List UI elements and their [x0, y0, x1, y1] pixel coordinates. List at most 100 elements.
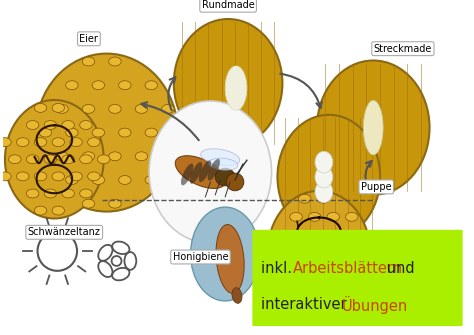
Ellipse shape: [66, 176, 78, 185]
Ellipse shape: [317, 303, 329, 312]
Text: Schwänzeltanz: Schwänzeltanz: [28, 227, 100, 237]
Ellipse shape: [34, 206, 47, 215]
Ellipse shape: [225, 66, 247, 110]
Ellipse shape: [39, 128, 52, 137]
Ellipse shape: [44, 155, 56, 164]
Text: Puppe: Puppe: [361, 182, 392, 192]
Ellipse shape: [9, 155, 21, 164]
Ellipse shape: [109, 199, 121, 208]
Ellipse shape: [52, 172, 64, 181]
Ellipse shape: [290, 285, 302, 294]
Ellipse shape: [82, 57, 95, 66]
Ellipse shape: [364, 249, 376, 258]
Ellipse shape: [118, 176, 131, 185]
Ellipse shape: [92, 176, 105, 185]
Ellipse shape: [201, 149, 240, 166]
Ellipse shape: [98, 155, 110, 164]
Ellipse shape: [317, 61, 429, 195]
Ellipse shape: [191, 207, 260, 301]
Ellipse shape: [44, 189, 56, 198]
Ellipse shape: [82, 199, 95, 208]
Ellipse shape: [17, 172, 29, 181]
Ellipse shape: [299, 303, 311, 312]
Ellipse shape: [44, 121, 56, 129]
Ellipse shape: [280, 267, 292, 276]
Ellipse shape: [232, 288, 242, 303]
Ellipse shape: [62, 189, 74, 198]
Ellipse shape: [354, 267, 367, 276]
Text: inkl.: inkl.: [261, 261, 297, 276]
Ellipse shape: [336, 230, 348, 240]
Ellipse shape: [309, 212, 321, 221]
Ellipse shape: [315, 181, 333, 203]
Ellipse shape: [199, 160, 211, 182]
Ellipse shape: [70, 172, 82, 181]
Ellipse shape: [149, 101, 272, 243]
Ellipse shape: [0, 172, 11, 181]
Circle shape: [226, 173, 244, 191]
Ellipse shape: [261, 230, 274, 240]
Ellipse shape: [80, 155, 92, 164]
Ellipse shape: [36, 54, 178, 212]
Ellipse shape: [82, 152, 95, 161]
Ellipse shape: [52, 206, 64, 215]
Text: Eier: Eier: [80, 34, 98, 44]
Ellipse shape: [109, 152, 121, 161]
Ellipse shape: [327, 285, 339, 294]
Ellipse shape: [346, 212, 358, 221]
Ellipse shape: [290, 249, 302, 258]
Ellipse shape: [66, 128, 78, 137]
Ellipse shape: [174, 19, 283, 147]
Ellipse shape: [145, 81, 157, 90]
Ellipse shape: [215, 168, 235, 186]
Ellipse shape: [309, 249, 321, 258]
Ellipse shape: [56, 152, 68, 161]
Ellipse shape: [118, 81, 131, 90]
Ellipse shape: [299, 194, 311, 203]
Ellipse shape: [56, 105, 68, 113]
Ellipse shape: [162, 152, 174, 161]
Ellipse shape: [364, 100, 383, 155]
Ellipse shape: [290, 212, 302, 221]
Ellipse shape: [34, 138, 47, 147]
Text: Honigbiene: Honigbiene: [173, 252, 228, 262]
Ellipse shape: [354, 230, 367, 240]
Ellipse shape: [0, 138, 11, 147]
Ellipse shape: [80, 189, 92, 198]
Ellipse shape: [92, 81, 105, 90]
Text: interaktiver: interaktiver: [261, 297, 352, 312]
Ellipse shape: [34, 172, 47, 181]
Ellipse shape: [299, 230, 311, 240]
Ellipse shape: [317, 267, 329, 276]
Ellipse shape: [172, 128, 184, 137]
Ellipse shape: [327, 249, 339, 258]
Ellipse shape: [52, 104, 64, 112]
Text: Streckmade: Streckmade: [374, 44, 432, 54]
Ellipse shape: [62, 155, 74, 164]
Ellipse shape: [52, 138, 64, 147]
Text: Arbeitsblättern: Arbeitsblättern: [293, 261, 403, 276]
Ellipse shape: [315, 151, 333, 173]
Ellipse shape: [88, 138, 100, 147]
Ellipse shape: [109, 105, 121, 113]
Text: und: und: [382, 261, 414, 276]
Ellipse shape: [118, 128, 131, 137]
Ellipse shape: [34, 104, 47, 112]
Ellipse shape: [27, 189, 39, 198]
Ellipse shape: [17, 138, 29, 147]
Ellipse shape: [27, 155, 39, 164]
Ellipse shape: [317, 194, 329, 203]
Ellipse shape: [135, 152, 147, 161]
Ellipse shape: [280, 230, 292, 240]
Ellipse shape: [208, 159, 220, 181]
Ellipse shape: [309, 285, 321, 294]
Ellipse shape: [70, 138, 82, 147]
Ellipse shape: [216, 224, 244, 293]
Ellipse shape: [62, 121, 74, 129]
Ellipse shape: [346, 285, 358, 294]
Ellipse shape: [88, 172, 100, 181]
Ellipse shape: [317, 230, 329, 240]
FancyBboxPatch shape: [252, 230, 463, 326]
Ellipse shape: [145, 176, 157, 185]
Ellipse shape: [162, 105, 174, 113]
